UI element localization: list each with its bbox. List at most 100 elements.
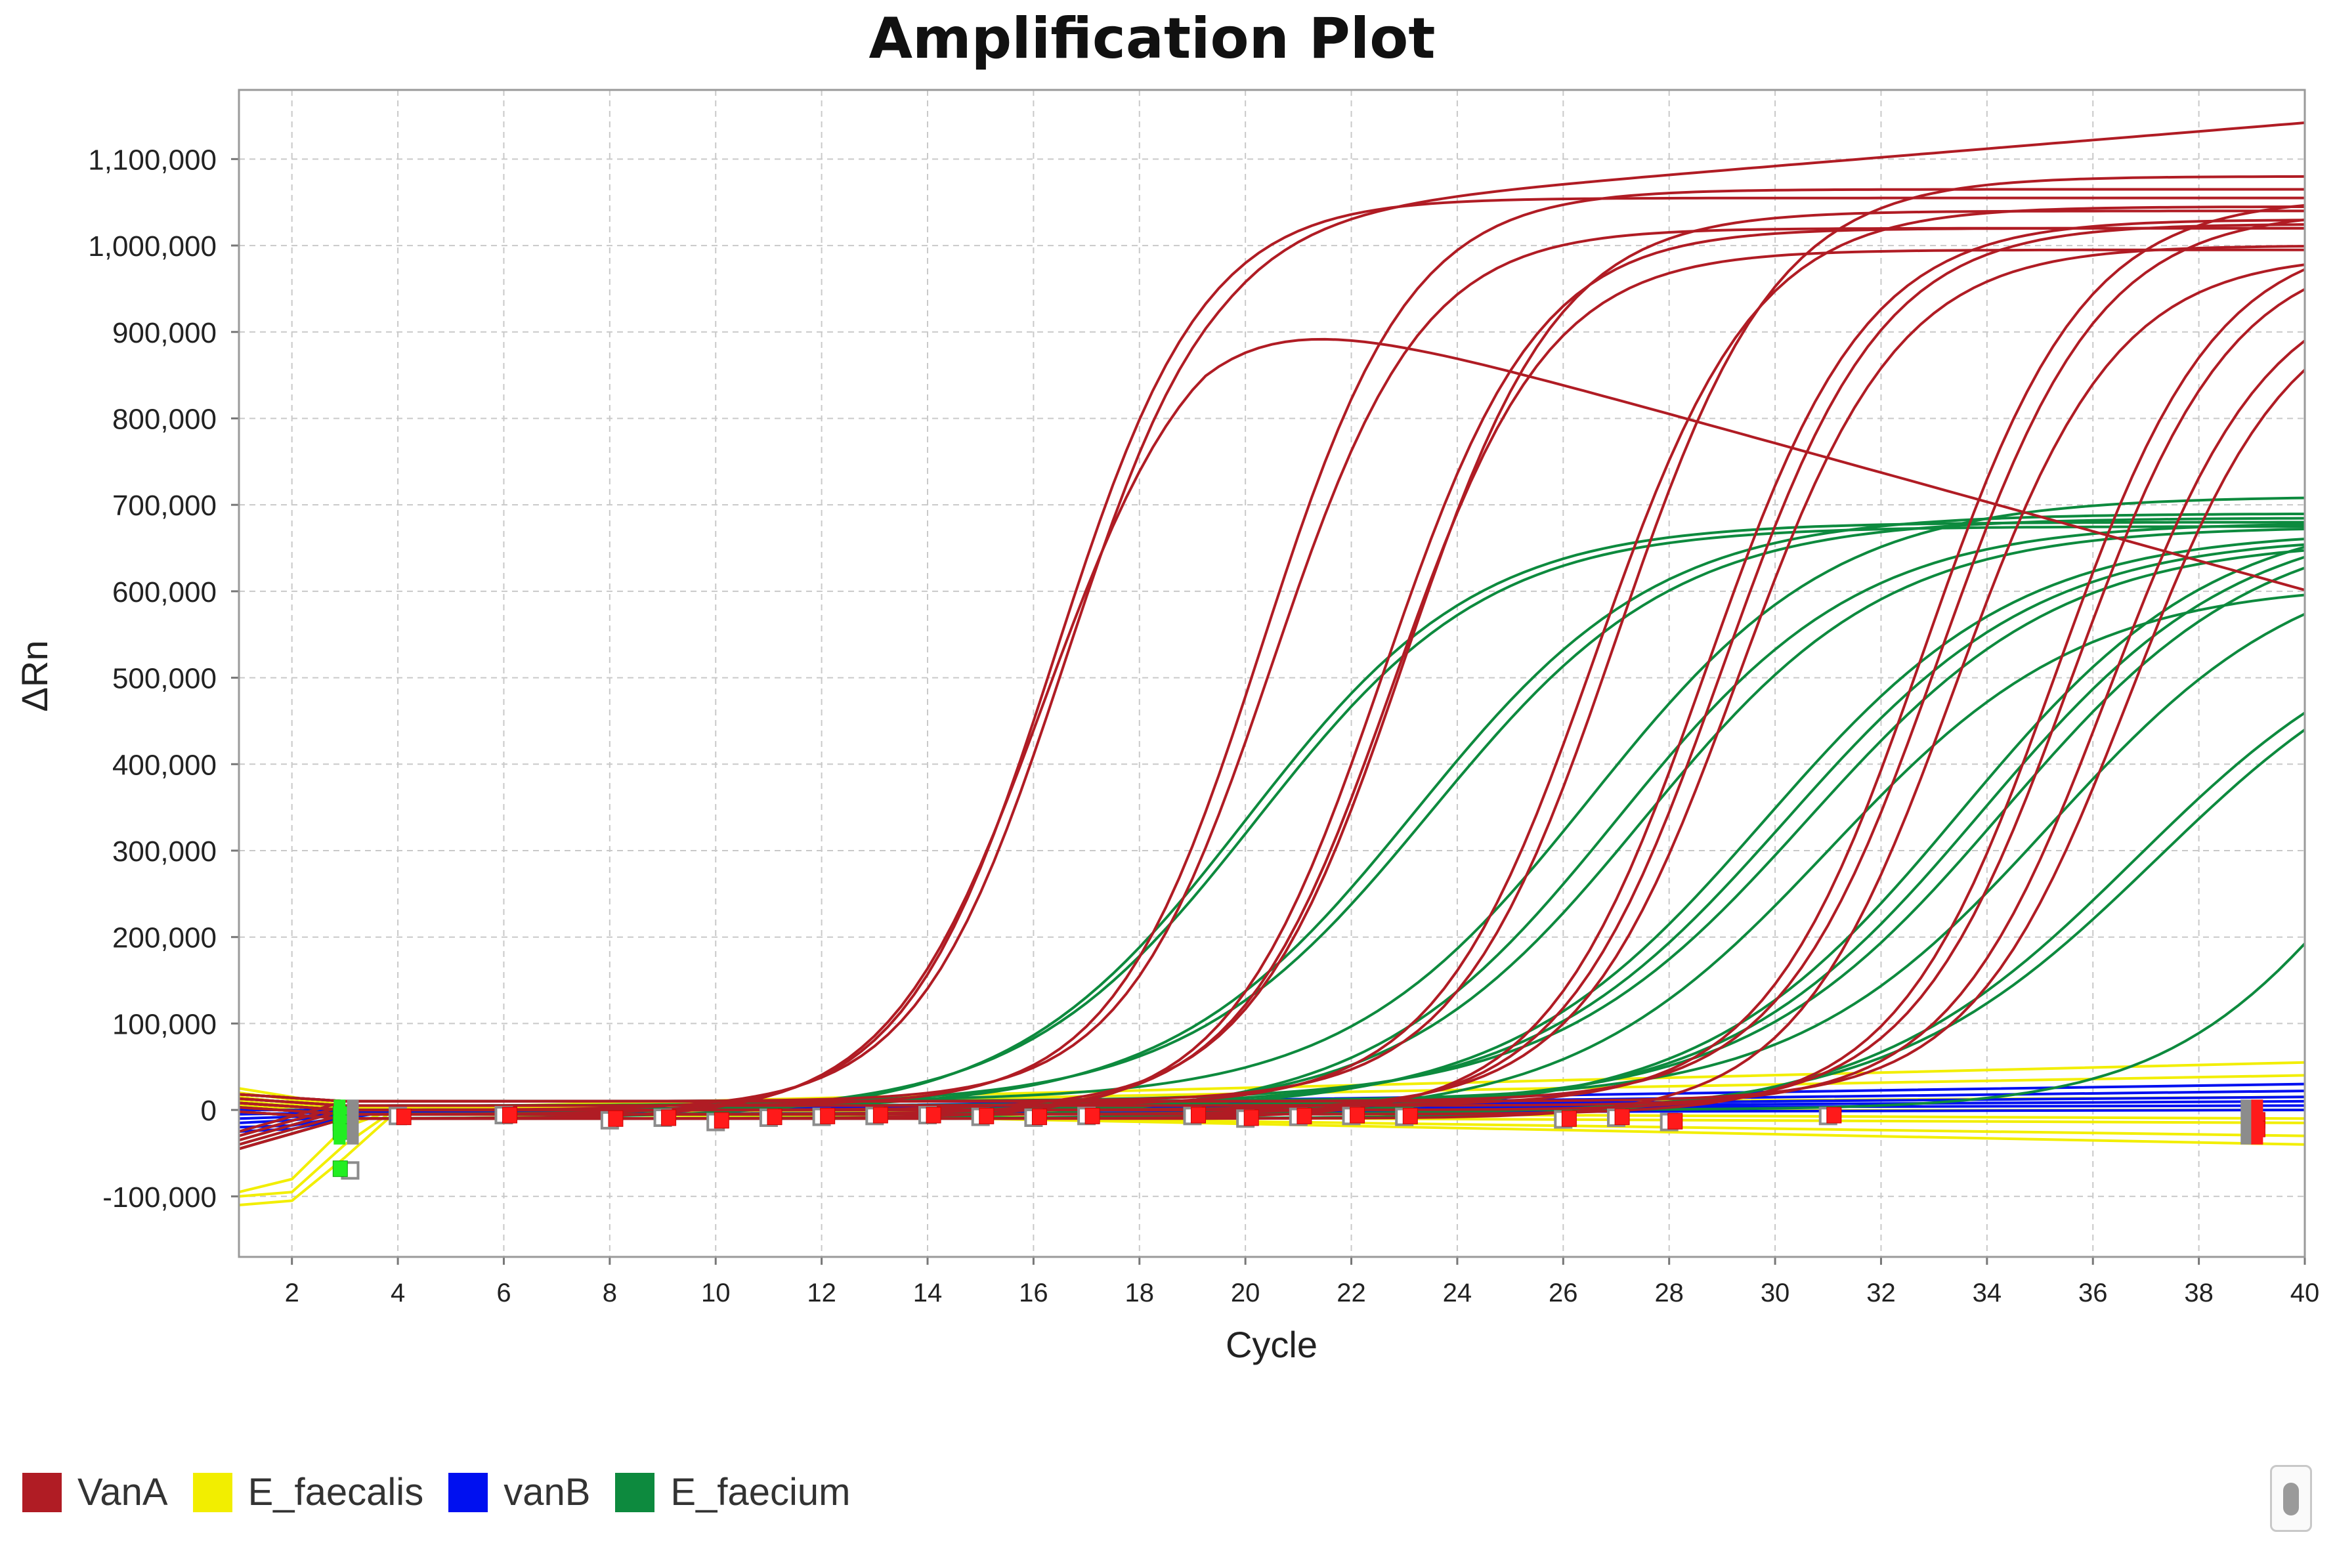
curve-vana bbox=[239, 196, 2305, 1116]
curve-e-faecium bbox=[239, 612, 2305, 1103]
threshold-marker-red bbox=[767, 1109, 782, 1126]
x-tick-label: 8 bbox=[603, 1279, 617, 1307]
x-tick-label: 18 bbox=[1125, 1279, 1155, 1307]
legend-label-e-faecium: E_faecium bbox=[670, 1471, 851, 1514]
curve-vana bbox=[239, 121, 2305, 1111]
threshold-marker-red bbox=[872, 1107, 888, 1124]
y-tick-label: 1,000,000 bbox=[88, 230, 217, 263]
x-tick-label: 34 bbox=[1973, 1279, 2002, 1307]
legend-swatch-e-faecalis bbox=[192, 1472, 232, 1512]
legend-item-e-faecium[interactable]: E_faecium bbox=[615, 1470, 850, 1514]
baseline-range-indicator[interactable] bbox=[2240, 1099, 2253, 1145]
threshold-marker-red bbox=[1191, 1107, 1207, 1124]
baseline-range-indicator[interactable] bbox=[333, 1099, 346, 1145]
x-tick-label: 6 bbox=[496, 1279, 511, 1307]
x-tick-label: 20 bbox=[1231, 1279, 1260, 1307]
x-tick-label: 32 bbox=[1866, 1279, 1896, 1307]
baseline-range-indicator[interactable] bbox=[2251, 1099, 2263, 1145]
legend-swatch-vana bbox=[22, 1472, 62, 1512]
y-axis-ticks: -100,000 0 100,000 200,000 300,000 400,000 500… bbox=[88, 144, 239, 1214]
threshold-marker-red bbox=[926, 1107, 941, 1124]
x-tick-label: 26 bbox=[1549, 1279, 1578, 1307]
threshold-marker-red bbox=[502, 1107, 518, 1124]
x-tick-label: 4 bbox=[391, 1279, 405, 1307]
curve-e-faecium bbox=[239, 549, 2305, 1133]
threshold-marker-red bbox=[1243, 1109, 1259, 1126]
legend-item-vana[interactable]: VanA bbox=[22, 1470, 168, 1514]
threshold-marker-red bbox=[979, 1107, 995, 1124]
y-tick-label: 400,000 bbox=[112, 749, 217, 781]
x-tick-label: 2 bbox=[285, 1279, 299, 1307]
threshold-marker-red bbox=[1031, 1109, 1047, 1126]
y-tick-label: 600,000 bbox=[112, 576, 217, 608]
y-tick-label: 700,000 bbox=[112, 490, 217, 522]
y-tick-label: 0 bbox=[201, 1095, 217, 1127]
curve-vana bbox=[239, 368, 2305, 1103]
curve-vana bbox=[239, 337, 2305, 1151]
curve-vana bbox=[239, 339, 2305, 1137]
legend-label-vana: VanA bbox=[77, 1471, 168, 1514]
x-tick-label: 22 bbox=[1337, 1279, 1366, 1307]
legend-scroll-handle[interactable] bbox=[2270, 1465, 2312, 1532]
x-tick-label: 28 bbox=[1654, 1279, 1684, 1307]
baseline-range-indicator[interactable] bbox=[347, 1099, 359, 1145]
threshold-marker-red bbox=[1614, 1109, 1630, 1126]
threshold-marker-red bbox=[608, 1110, 624, 1127]
curve-vana bbox=[239, 268, 2305, 1116]
legend-swatch-e-faecium bbox=[615, 1472, 655, 1512]
scroll-thumb[interactable] bbox=[2283, 1483, 2299, 1515]
curve-e-faecium bbox=[239, 711, 2305, 1151]
x-tick-label: 12 bbox=[807, 1279, 836, 1307]
legend: VanA E_faecalis vanB E_faecium bbox=[22, 1470, 875, 1514]
x-axis-ticks: 2 4 6 8 10 12 14 16 18 20 22 24 26 28 30 32 34 36 38 40 bbox=[285, 1257, 2320, 1307]
legend-swatch-vanb bbox=[448, 1472, 488, 1512]
threshold-marker-red bbox=[714, 1112, 729, 1129]
threshold-marker-red bbox=[820, 1107, 836, 1124]
threshold-marker-red bbox=[1350, 1107, 1365, 1124]
y-tick-label: 1,100,000 bbox=[88, 144, 217, 176]
y-tick-label: 800,000 bbox=[112, 403, 217, 435]
threshold-marker-red bbox=[1402, 1107, 1418, 1124]
legend-label-e-faecalis: E_faecalis bbox=[247, 1471, 424, 1514]
threshold-marker-green bbox=[332, 1160, 348, 1177]
legend-label-vanb: vanB bbox=[503, 1471, 591, 1514]
x-tick-label: 14 bbox=[913, 1279, 943, 1307]
threshold-marker-red bbox=[1826, 1107, 1842, 1124]
curve-e-faecium bbox=[239, 513, 2305, 1112]
y-tick-label: 500,000 bbox=[112, 663, 217, 695]
x-axis-label: Cycle bbox=[1226, 1324, 1317, 1365]
threshold-marker-red bbox=[1561, 1110, 1577, 1127]
curve-vana bbox=[239, 263, 2305, 1151]
x-tick-label: 40 bbox=[2290, 1279, 2320, 1307]
curve-e-faecium bbox=[239, 593, 2305, 1120]
curve-e-faecium bbox=[239, 538, 2305, 1112]
curve-e-faecium bbox=[239, 543, 2305, 1107]
legend-item-vanb[interactable]: vanB bbox=[448, 1470, 590, 1514]
legend-item-e-faecalis[interactable]: E_faecalis bbox=[192, 1470, 424, 1514]
x-tick-label: 36 bbox=[2078, 1279, 2108, 1307]
threshold-marker-red bbox=[1667, 1112, 1683, 1130]
y-tick-label: 100,000 bbox=[112, 1008, 217, 1040]
x-tick-label: 16 bbox=[1019, 1279, 1048, 1307]
y-tick-label: -100,000 bbox=[102, 1181, 217, 1214]
threshold-marker-red bbox=[396, 1109, 412, 1126]
threshold-marker-red bbox=[1296, 1107, 1312, 1124]
y-axis-label: ΔRn bbox=[14, 641, 55, 712]
y-tick-label: 300,000 bbox=[112, 836, 217, 868]
curve-vana bbox=[239, 245, 2305, 1142]
plot-frame bbox=[238, 89, 2306, 1258]
chart-title: Amplification Plot bbox=[869, 6, 1436, 72]
threshold-marker-red bbox=[661, 1109, 677, 1126]
curve-vana bbox=[239, 175, 2305, 1133]
threshold-marker-red bbox=[1084, 1107, 1100, 1124]
y-tick-label: 200,000 bbox=[112, 922, 217, 954]
x-tick-label: 38 bbox=[2184, 1279, 2214, 1307]
curve-vana bbox=[239, 287, 2305, 1112]
threshold-markers bbox=[332, 1099, 2265, 1180]
y-tick-label: 900,000 bbox=[112, 317, 217, 349]
x-tick-label: 10 bbox=[701, 1279, 731, 1307]
x-tick-label: 24 bbox=[1443, 1279, 1472, 1307]
curve-e-faecium bbox=[239, 545, 2305, 1116]
x-tick-label: 30 bbox=[1761, 1279, 1790, 1307]
